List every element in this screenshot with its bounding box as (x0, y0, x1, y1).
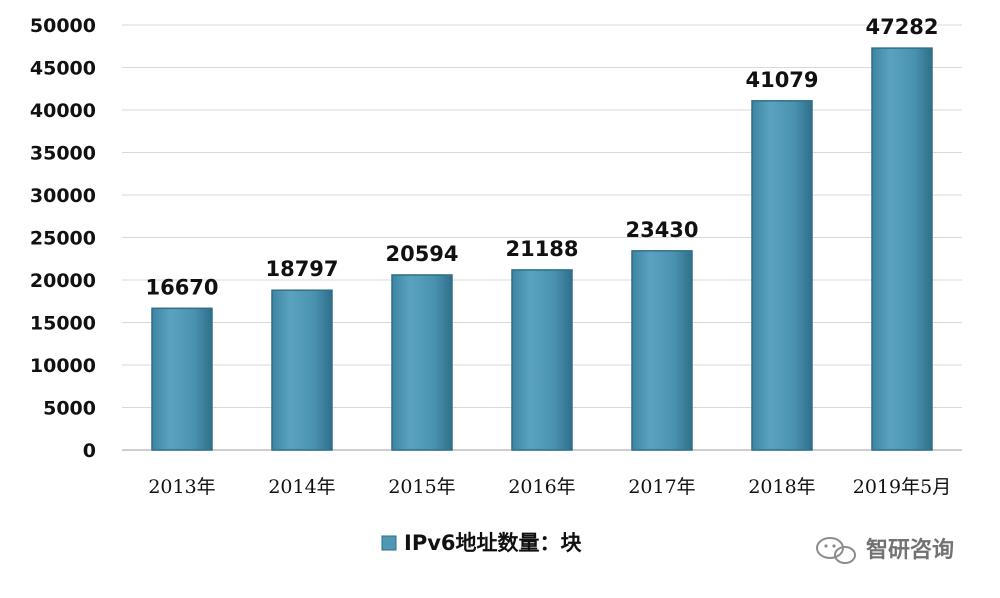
data-labels: 16670 18797 20594 21188 23430 41079 47282 (145, 15, 938, 299)
data-label: 41079 (745, 68, 818, 92)
legend-label: IPv6地址数量：块 (404, 531, 583, 555)
y-tick-label: 0 (83, 440, 96, 462)
y-tick-label: 45000 (30, 58, 96, 80)
data-label: 18797 (265, 257, 338, 281)
bar (151, 307, 213, 451)
bars (151, 47, 933, 451)
bar (631, 250, 693, 451)
x-tick-label: 2018年 (748, 476, 815, 498)
y-tick-label: 5000 (43, 398, 96, 420)
y-tick-label: 25000 (30, 228, 96, 250)
x-tick-label: 2014年 (268, 476, 335, 498)
data-label: 20594 (385, 242, 458, 266)
y-tick-label: 20000 (30, 270, 96, 292)
y-tick-label: 50000 (30, 15, 96, 37)
data-label: 16670 (145, 275, 218, 299)
data-label: 21188 (505, 237, 578, 261)
y-axis: 0 5000 10000 15000 20000 25000 30000 35000 40000… (30, 15, 96, 462)
x-tick-label: 2013年 (148, 476, 215, 498)
wechat-icon (816, 537, 856, 564)
y-tick-label: 15000 (30, 313, 96, 335)
legend: IPv6地址数量：块 (381, 531, 583, 555)
legend-swatch (381, 535, 397, 551)
gridlines (122, 24, 962, 408)
bar (391, 274, 453, 451)
watermark-text: 智研咨询 (866, 537, 954, 563)
x-axis: 2013年 2014年 2015年 2016年 2017年 2018年 2019年5月 (148, 476, 951, 498)
bar (271, 289, 333, 451)
x-tick-label: 2019年5月 (853, 476, 951, 498)
data-label: 23430 (625, 218, 698, 242)
bar (871, 47, 933, 451)
y-tick-label: 40000 (30, 100, 96, 122)
bar (511, 269, 573, 451)
x-tick-label: 2016年 (508, 476, 575, 498)
x-tick-label: 2015年 (388, 476, 455, 498)
y-tick-label: 30000 (30, 185, 96, 207)
watermark: 智研咨询 (816, 537, 954, 564)
bar (751, 100, 813, 451)
y-tick-label: 10000 (30, 355, 96, 377)
x-tick-label: 2017年 (628, 476, 695, 498)
data-label: 47282 (865, 15, 938, 39)
y-tick-label: 35000 (30, 143, 96, 165)
